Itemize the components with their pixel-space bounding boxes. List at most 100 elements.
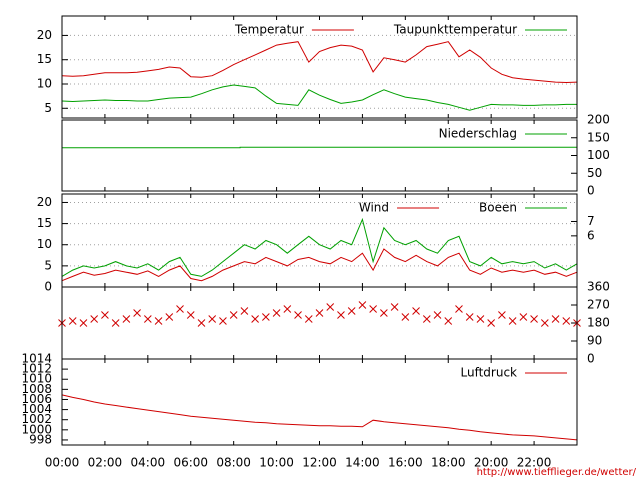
direction-point [487, 319, 496, 327]
direction-point [165, 313, 174, 321]
y-tick-label: 200 [587, 113, 610, 127]
panel-frame [61, 15, 578, 119]
direction-point [304, 315, 313, 323]
series-line [61, 217, 578, 277]
direction-point [369, 305, 377, 313]
direction-point [68, 317, 77, 325]
x-tick-label: 04:00 [131, 456, 166, 470]
x-tick-label: 22:00 [517, 456, 552, 470]
direction-point [294, 311, 302, 319]
panel-frame [61, 286, 578, 360]
legend-label: Boeen [479, 201, 517, 215]
panel-frame [61, 119, 578, 192]
direction-point [444, 317, 453, 325]
x-tick-label: 16:00 [388, 456, 423, 470]
direction-point [143, 315, 152, 323]
y2-tick-label: 6 [587, 228, 595, 242]
y-tick-label: 100 [587, 148, 610, 162]
direction-point [422, 315, 431, 323]
y-tick-label: 10 [37, 237, 52, 251]
x-tick-label: 10:00 [259, 456, 294, 470]
direction-point [337, 311, 345, 319]
direction-point [176, 305, 184, 313]
y-tick-label: 15 [37, 52, 52, 66]
panel-frame [61, 358, 578, 446]
direction-point [101, 311, 109, 319]
x-tick-label: 02:00 [88, 456, 123, 470]
y-tick-label: 1010 [21, 372, 52, 386]
y-tick-label: 1008 [21, 382, 52, 396]
direction-point [562, 317, 571, 325]
direction-point [79, 319, 88, 327]
y-tick-label: 5 [44, 101, 52, 115]
x-tick-label: 14:00 [345, 456, 380, 470]
direction-point [380, 309, 388, 317]
direction-point [111, 319, 120, 327]
direction-point [262, 313, 270, 321]
y-tick-label: 90 [587, 334, 602, 348]
direction-point [208, 315, 217, 323]
direction-point [498, 311, 506, 319]
direction-point [519, 313, 528, 321]
direction-point [347, 307, 356, 315]
direction-point [283, 305, 292, 313]
direction-point [315, 309, 324, 317]
direction-point [390, 303, 399, 311]
source-url: http://www.tiefflieger.de/wetter/ [477, 467, 637, 478]
direction-point [358, 301, 367, 309]
x-tick-label: 20:00 [474, 456, 509, 470]
direction-point [476, 315, 485, 323]
legend-label: Temperatur [234, 23, 304, 37]
direction-point [530, 315, 538, 323]
direction-point [272, 309, 281, 317]
legend-label: Niederschlag [439, 127, 517, 141]
direction-point [133, 309, 141, 317]
series-line [61, 84, 577, 111]
x-tick-label: 00:00 [45, 456, 80, 470]
direction-point [326, 303, 335, 311]
y-tick-label: 180 [587, 316, 610, 330]
y-tick-label: 50 [587, 166, 602, 180]
y-tick-label: 10 [37, 77, 52, 91]
x-tick-label: 12:00 [302, 456, 337, 470]
direction-point [551, 315, 560, 323]
y-tick-label: 270 [587, 298, 610, 312]
direction-point [122, 315, 131, 323]
direction-point [186, 311, 195, 319]
y-tick-label: 998 [29, 432, 52, 446]
y-tick-label: 1012 [21, 362, 52, 376]
direction-point [465, 313, 474, 321]
direction-point [508, 317, 517, 325]
direction-point [197, 319, 206, 327]
y-tick-label: 0 [587, 184, 595, 198]
x-tick-label: 08:00 [216, 456, 251, 470]
y2-tick-label: 7 [587, 214, 595, 228]
y-tick-label: 20 [37, 195, 52, 209]
direction-point [229, 311, 238, 319]
x-tick-label: 06:00 [173, 456, 208, 470]
y-tick-label: 1014 [21, 352, 52, 366]
direction-point [540, 319, 549, 327]
y-tick-label: 0 [44, 280, 52, 294]
y-tick-label: 0 [587, 352, 595, 366]
direction-point [251, 315, 259, 323]
y-tick-label: 5 [44, 258, 52, 272]
y-tick-label: 1006 [21, 392, 52, 406]
y-tick-label: 20 [37, 28, 52, 42]
y-tick-label: 150 [587, 130, 610, 144]
direction-point [412, 307, 420, 315]
y-tick-label: 1004 [21, 402, 52, 416]
y-tick-label: 15 [37, 216, 52, 230]
x-tick-label: 18:00 [431, 456, 466, 470]
direction-point [433, 311, 442, 319]
series-line [61, 248, 578, 282]
direction-point [455, 305, 463, 313]
series-line [61, 394, 578, 441]
direction-point [219, 317, 227, 325]
direction-point [90, 315, 99, 323]
direction-point [401, 313, 410, 321]
y-tick-label: 1000 [21, 422, 52, 436]
legend-label: Luftdruck [460, 366, 517, 380]
direction-point [154, 317, 163, 325]
